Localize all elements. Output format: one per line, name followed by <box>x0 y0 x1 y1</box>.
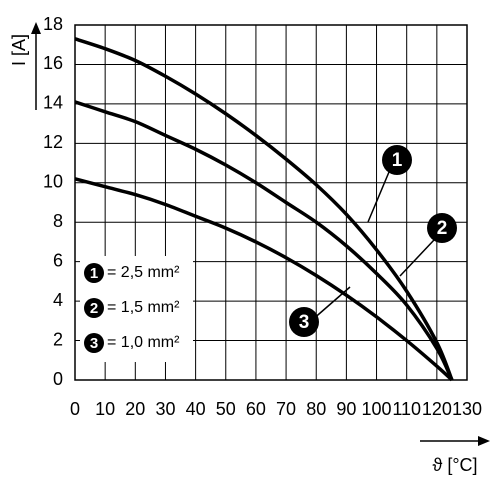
legend-badge <box>84 333 104 353</box>
y-tick-label: 0 <box>53 369 63 389</box>
y-tick-label: 10 <box>43 172 63 192</box>
callout-badge <box>382 145 412 175</box>
x-tick-label: 40 <box>186 399 206 419</box>
y-tick-label: 4 <box>53 290 63 310</box>
x-tick-label: 80 <box>306 399 326 419</box>
callout-badge <box>427 213 457 243</box>
x-tick-label: 50 <box>216 399 236 419</box>
y-tick-label: 16 <box>43 53 63 73</box>
curve <box>74 100 454 381</box>
x-tick-label: 130 <box>452 399 482 419</box>
y-tick-label: 14 <box>43 93 63 113</box>
legend-badge <box>84 298 104 318</box>
x-tick-label: 20 <box>125 399 145 419</box>
callout-badge <box>289 307 319 337</box>
y-axis-label: I [A] <box>9 34 29 66</box>
x-tick-label: 120 <box>422 399 452 419</box>
y-tick-label: 2 <box>53 329 63 349</box>
legend-number: 3 <box>90 335 98 352</box>
callout-number: 1 <box>392 150 403 171</box>
x-tick-label: 100 <box>362 399 392 419</box>
x-tick-label: 30 <box>155 399 175 419</box>
legend-label: = 2,5 mm² <box>107 264 180 281</box>
x-tick-label: 60 <box>246 399 266 419</box>
x-tick-label: 0 <box>70 399 80 419</box>
legend-label: = 1,0 mm² <box>107 334 180 351</box>
y-tick-label: 18 <box>43 14 63 34</box>
callout-line <box>367 171 390 223</box>
legend-number: 1 <box>90 265 98 282</box>
x-tick-label: 110 <box>392 399 421 419</box>
callout-number: 3 <box>299 312 310 333</box>
curve <box>74 177 454 382</box>
callout-line <box>399 239 435 277</box>
curve <box>74 37 454 381</box>
plot-frame <box>74 24 468 381</box>
legend-number: 2 <box>90 300 98 317</box>
x-axis-label: ϑ [°C] <box>432 455 477 475</box>
x-tick-label: 90 <box>336 399 356 419</box>
x-tick-label: 10 <box>95 399 115 419</box>
callout-number: 2 <box>437 218 448 239</box>
legend-badge <box>84 263 104 283</box>
y-tick-label: 12 <box>43 132 63 152</box>
legend-label: = 1,5 mm² <box>107 299 180 316</box>
y-tick-label: 8 <box>53 211 63 231</box>
y-tick-label: 6 <box>53 250 63 270</box>
y-arrow-head <box>31 22 41 34</box>
x-tick-label: 70 <box>276 399 296 419</box>
x-arrow-head <box>478 436 490 446</box>
